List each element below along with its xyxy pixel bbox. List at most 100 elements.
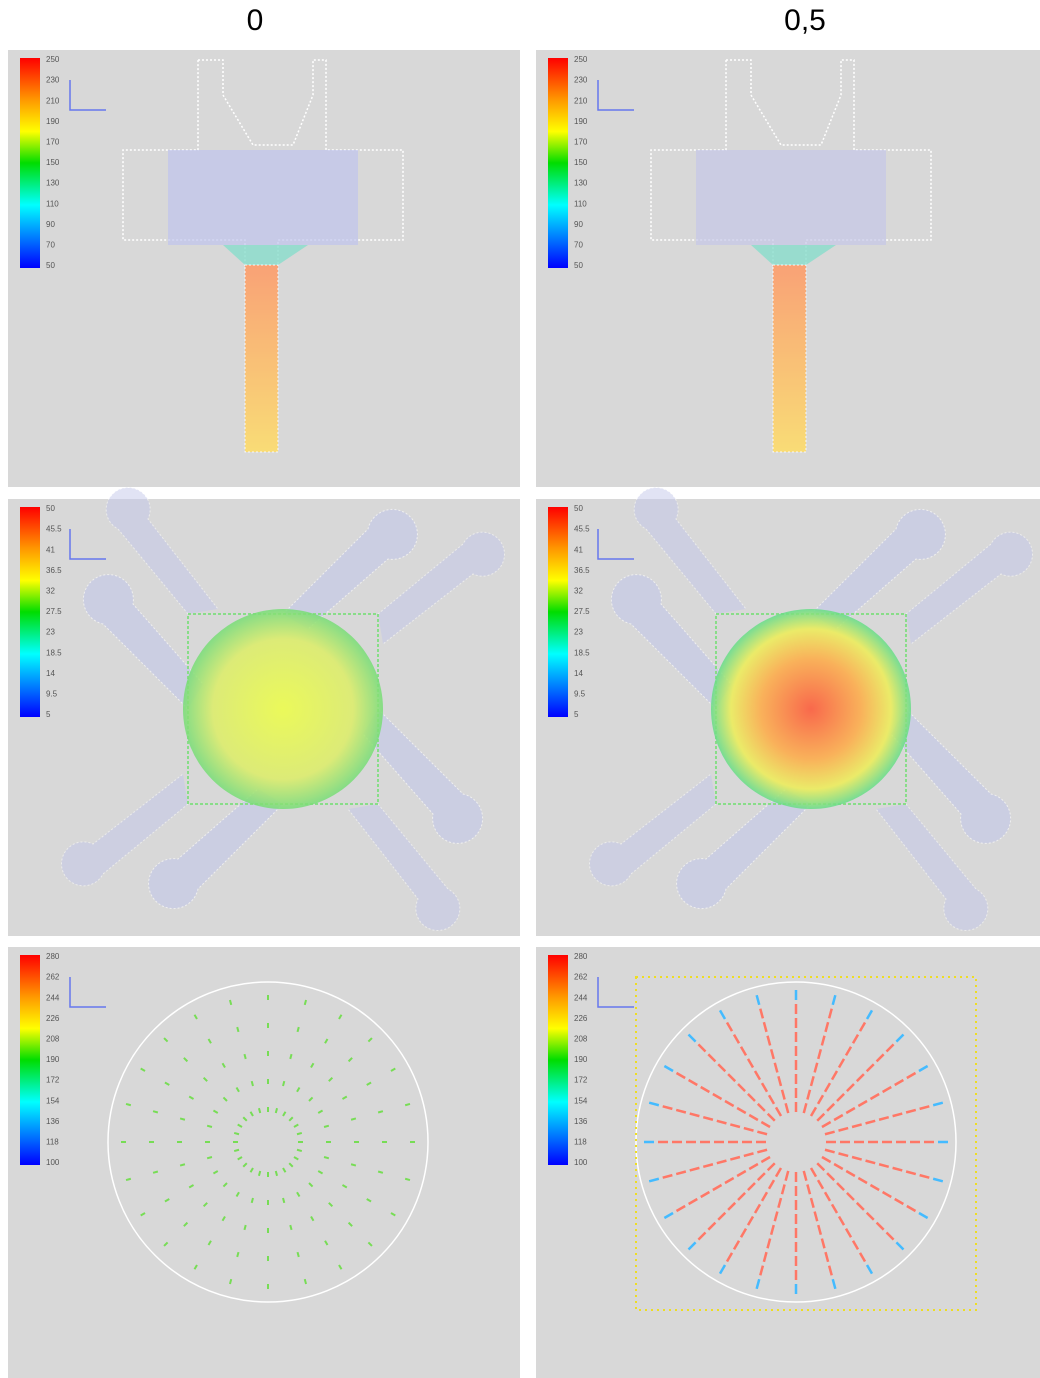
legend-label: 130 <box>574 179 588 188</box>
legend-label: 9.5 <box>574 690 586 699</box>
column-header: 0 <box>247 4 264 37</box>
legend-label: 172 <box>574 1076 588 1085</box>
legend-label: 190 <box>46 117 60 126</box>
vector <box>252 1081 253 1086</box>
vector <box>276 1108 277 1113</box>
result-panel: 250230210190170150130110907050 <box>536 50 1040 487</box>
column-header: 0,5 <box>784 4 826 37</box>
legend-label: 230 <box>46 76 60 85</box>
vector <box>230 1000 231 1005</box>
legend-label: 32 <box>574 587 583 596</box>
legend-label: 5 <box>46 710 51 719</box>
legend-label: 18.5 <box>574 648 590 657</box>
legend-label: 14 <box>574 669 583 678</box>
legend-label: 154 <box>46 1096 60 1105</box>
legend-label: 41 <box>46 545 55 554</box>
legend-label: 170 <box>46 138 60 147</box>
legend-label: 100 <box>46 1158 60 1167</box>
legend-label: 70 <box>46 241 55 250</box>
vector <box>351 1118 356 1119</box>
vector <box>153 1111 158 1112</box>
legend-label: 154 <box>574 1096 588 1105</box>
vector <box>283 1198 284 1203</box>
legend-label: 32 <box>46 587 55 596</box>
vector <box>126 1179 131 1180</box>
vector <box>378 1111 383 1112</box>
color-bar <box>20 507 40 717</box>
vector <box>237 1027 238 1032</box>
vector <box>378 1172 383 1173</box>
legend-label: 190 <box>574 1055 588 1064</box>
vector <box>207 1157 212 1158</box>
core <box>711 609 911 809</box>
vector <box>290 1225 291 1230</box>
legend-label: 45.5 <box>46 525 62 534</box>
legend-label: 70 <box>574 241 583 250</box>
vector <box>180 1164 185 1165</box>
legend-label: 27.5 <box>46 607 62 616</box>
legend-label: 208 <box>574 1035 588 1044</box>
vector <box>230 1279 231 1284</box>
legend-label: 172 <box>46 1076 60 1085</box>
figure: 0 0,5 250 230 210 190 170 150 130 110 90 70 50 250 2… <box>0 0 1040 1378</box>
result-panel: 280262244226208190172154136118100 <box>8 947 520 1378</box>
legend-label: 280 <box>46 952 60 961</box>
legend-label: 23 <box>46 628 55 637</box>
vector <box>244 1225 245 1230</box>
legend-label: 41 <box>574 545 583 554</box>
legend-label: 110 <box>574 199 587 208</box>
vector <box>126 1104 131 1105</box>
legend-label: 230 <box>574 76 588 85</box>
vector <box>276 1171 277 1176</box>
legend-label: 226 <box>46 1014 60 1023</box>
legend-label: 244 <box>46 993 60 1002</box>
legend-label: 118 <box>574 1138 587 1147</box>
vector <box>252 1198 253 1203</box>
vector <box>234 1150 239 1151</box>
legend-label: 9.5 <box>46 690 58 699</box>
legend-label: 170 <box>574 138 588 147</box>
legend-label: 36.5 <box>46 566 62 575</box>
legend-label: 136 <box>46 1117 60 1126</box>
legend-label: 250 <box>46 55 60 64</box>
panel-background <box>8 947 520 1378</box>
vector <box>259 1171 260 1176</box>
legend-label: 50 <box>574 504 583 513</box>
legend-label: 262 <box>574 973 588 982</box>
legend-label: 18.5 <box>46 648 62 657</box>
vector <box>234 1133 239 1134</box>
legend-label: 210 <box>46 96 60 105</box>
legend-label: 130 <box>46 179 60 188</box>
legend-label: 45.5 <box>574 525 590 534</box>
legend-label: 150 <box>46 158 60 167</box>
vector <box>305 1279 306 1284</box>
vector <box>351 1164 356 1165</box>
vector <box>153 1172 158 1173</box>
vector <box>237 1252 238 1257</box>
stem <box>245 265 278 452</box>
legend-label: 244 <box>574 993 588 1002</box>
stem <box>773 265 806 452</box>
legend-label: 90 <box>574 220 583 229</box>
vector <box>405 1104 410 1105</box>
legend-label: 100 <box>574 1158 588 1167</box>
color-bar <box>548 955 568 1165</box>
legend-label: 208 <box>46 1035 60 1044</box>
vector <box>207 1126 212 1127</box>
vector <box>405 1179 410 1180</box>
legend-label: 226 <box>574 1014 588 1023</box>
legend-label: 250 <box>574 55 588 64</box>
legend-label: 110 <box>46 199 59 208</box>
flow-region <box>696 150 886 245</box>
legend-label: 262 <box>46 973 60 982</box>
legend-label: 280 <box>574 952 588 961</box>
vector <box>290 1054 291 1059</box>
legend-label: 90 <box>46 220 55 229</box>
color-bar <box>20 58 40 268</box>
legend-label: 118 <box>46 1138 59 1147</box>
flow-region <box>168 150 358 245</box>
core <box>183 609 383 809</box>
result-panel: 5045.54136.53227.52318.5149.55 <box>8 487 520 936</box>
vector <box>324 1126 329 1127</box>
legend-label: 50 <box>46 261 55 270</box>
